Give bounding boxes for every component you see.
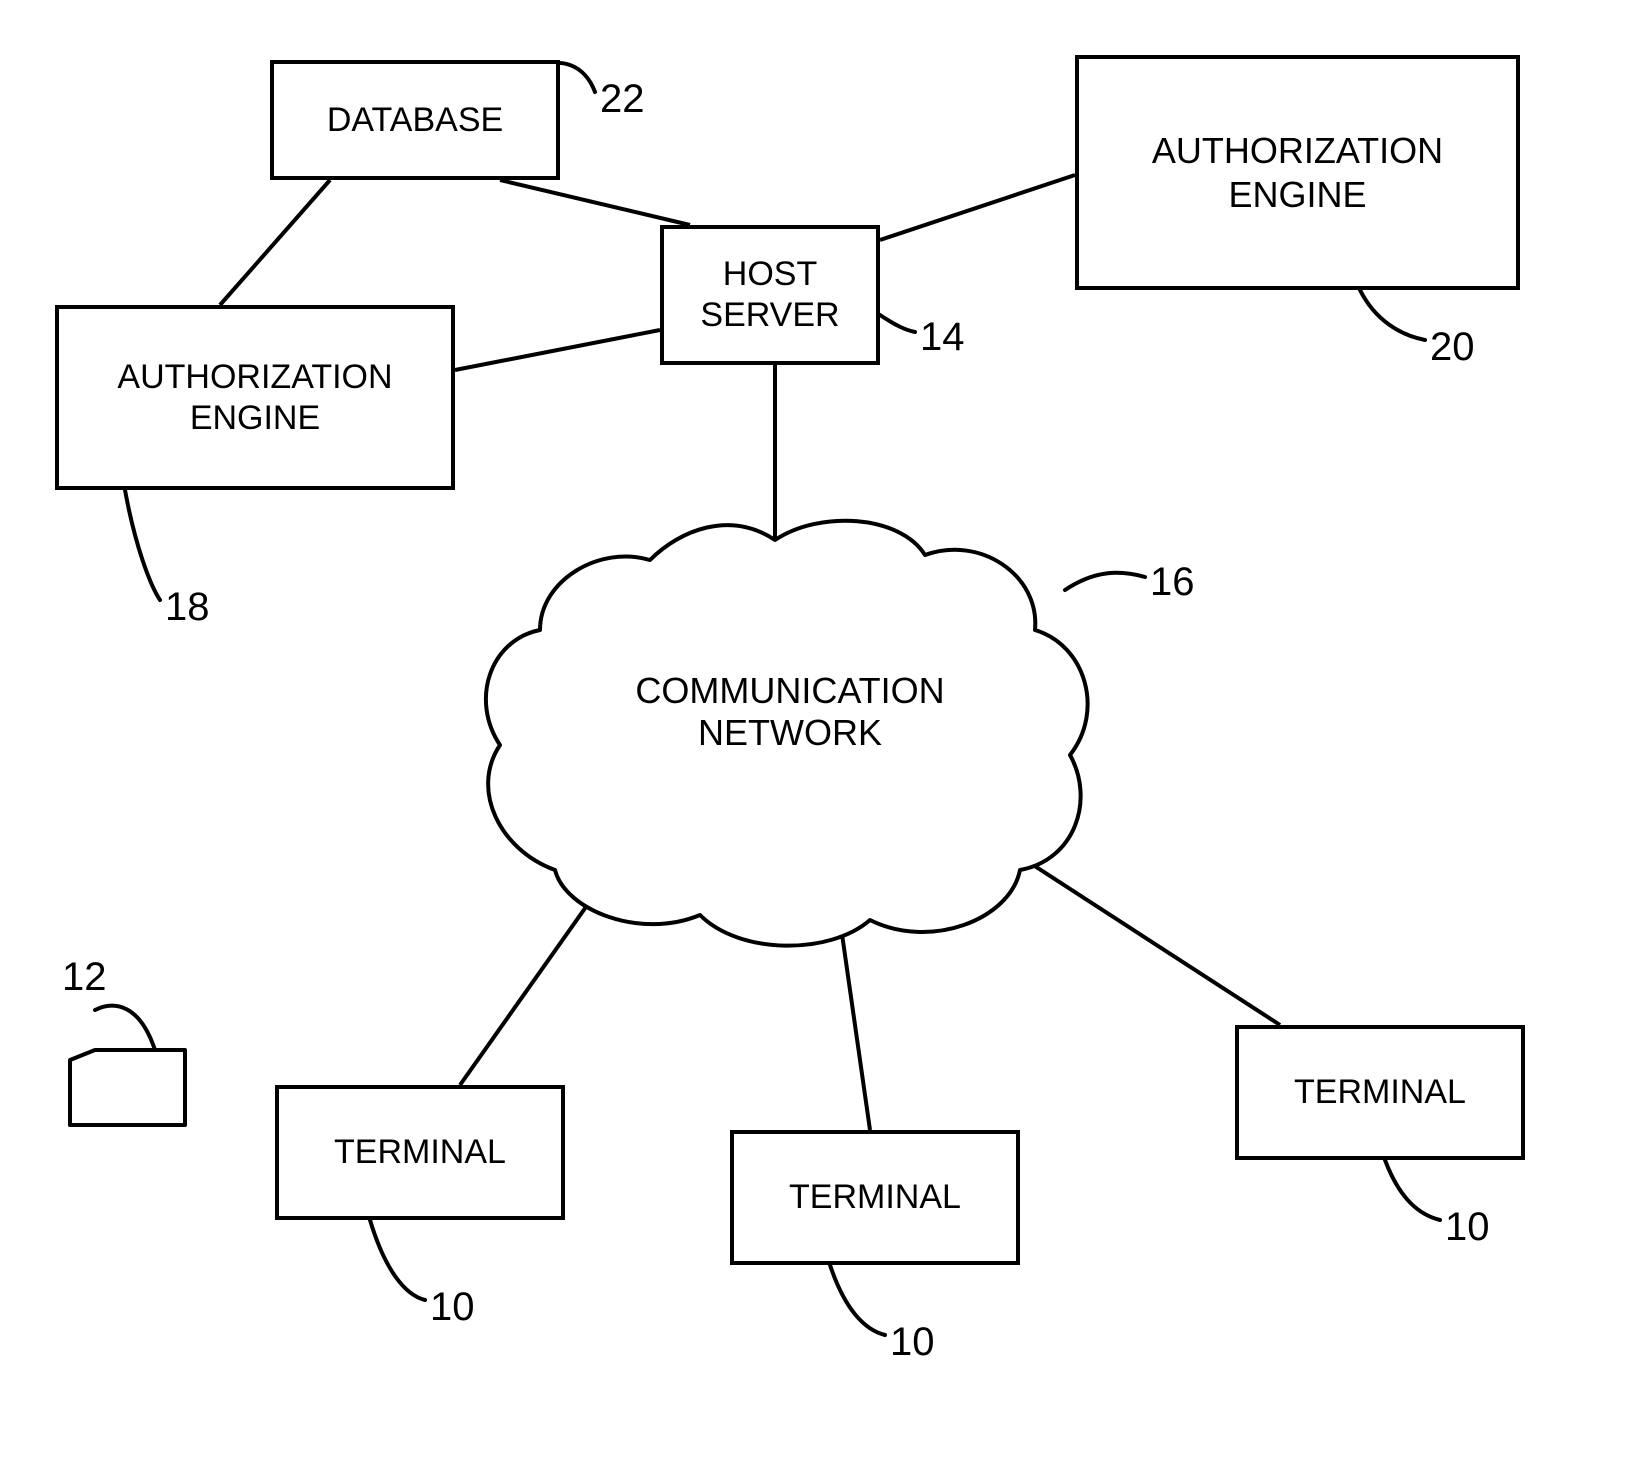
terminal-mid-node: TERMINAL [730, 1130, 1020, 1265]
ref-14: 14 [920, 315, 965, 360]
terminal-left-label: TERMINAL [334, 1132, 506, 1173]
ref-10-right: 10 [1445, 1205, 1490, 1250]
ref-16: 16 [1150, 560, 1195, 605]
auth-engine-right-label: AUTHORIZATION ENGINE [1152, 129, 1443, 215]
ref-12: 12 [62, 955, 107, 1000]
host-server-label: HOST SERVER [700, 254, 839, 336]
ref-10-mid: 10 [890, 1320, 935, 1365]
comm-network-label: COMMUNICATION NETWORK [635, 670, 944, 753]
terminal-left-node: TERMINAL [275, 1085, 565, 1220]
auth-engine-right-node: AUTHORIZATION ENGINE [1075, 55, 1520, 290]
ref-20: 20 [1430, 325, 1475, 370]
network-diagram: DATABASE AUTHORIZATION ENGINE HOST SERVE… [0, 0, 1634, 1468]
terminal-mid-label: TERMINAL [789, 1177, 961, 1218]
database-label: DATABASE [327, 100, 503, 141]
terminal-right-node: TERMINAL [1235, 1025, 1525, 1160]
database-node: DATABASE [270, 60, 560, 180]
ref-18: 18 [165, 585, 210, 630]
auth-engine-left-label: AUTHORIZATION ENGINE [117, 357, 392, 439]
host-server-node: HOST SERVER [660, 225, 880, 365]
ref-22: 22 [600, 77, 645, 122]
ref-10-left: 10 [430, 1285, 475, 1330]
comm-network-label-wrap: COMMUNICATION NETWORK [600, 670, 980, 754]
card-shape [70, 1050, 185, 1125]
auth-engine-left-node: AUTHORIZATION ENGINE [55, 305, 455, 490]
terminal-right-label: TERMINAL [1294, 1072, 1466, 1113]
